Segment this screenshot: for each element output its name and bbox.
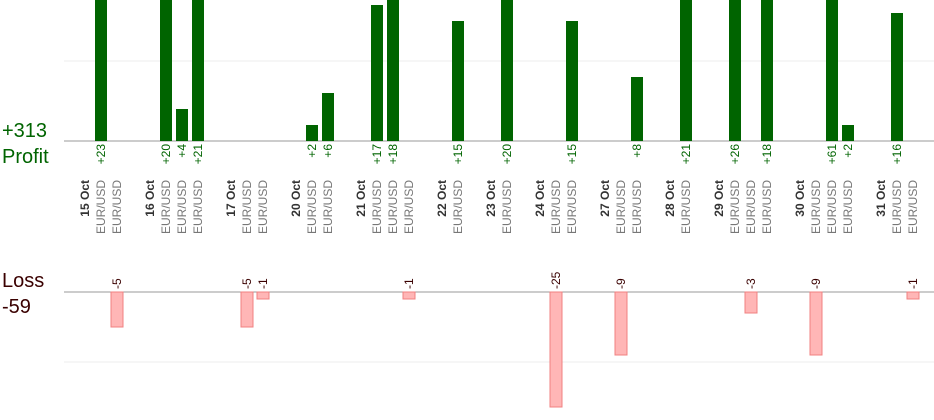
date-label: 21 Oct <box>354 180 368 217</box>
value-label: -5 <box>240 278 254 289</box>
value-label: -1 <box>906 278 920 289</box>
pair-label: EUR/USD <box>175 180 189 234</box>
pair-label: EUR/USD <box>240 180 254 234</box>
loss-bar <box>614 291 628 356</box>
value-label: +21 <box>679 144 693 165</box>
pair-label: EUR/USD <box>809 180 823 234</box>
profit-bar <box>176 109 188 141</box>
value-label: +26 <box>728 144 742 165</box>
profit-bar <box>761 0 773 141</box>
profit-bar <box>160 0 172 141</box>
pair-label: EUR/USD <box>841 180 855 234</box>
loss-bar <box>402 291 416 300</box>
loss-total: -59 <box>2 296 31 318</box>
pair-label: EUR/USD <box>305 180 319 234</box>
profit-bar <box>371 5 383 141</box>
pair-label: EUR/USD <box>191 180 205 234</box>
value-label: +61 <box>825 144 839 165</box>
loss-title: Loss <box>2 270 44 292</box>
date-label: 30 Oct <box>793 180 807 217</box>
profit-title: Profit <box>2 146 49 168</box>
pair-label: EUR/USD <box>565 180 579 234</box>
value-label: +4 <box>175 144 189 158</box>
profit-bar <box>452 21 464 141</box>
pair-label: EUR/USD <box>906 180 920 234</box>
date-label: 27 Oct <box>598 180 612 217</box>
date-label: 22 Oct <box>435 180 449 217</box>
loss-bar <box>240 291 254 328</box>
pair-label: EUR/USD <box>630 180 644 234</box>
value-label: +20 <box>500 144 514 165</box>
profit-bar <box>95 0 107 141</box>
loss-bar <box>906 291 920 300</box>
profit-bar <box>387 0 399 141</box>
value-label: +21 <box>191 144 205 165</box>
value-label: -1 <box>256 278 270 289</box>
value-label: +15 <box>451 144 465 165</box>
pair-label: EUR/USD <box>500 180 514 234</box>
value-label: +16 <box>890 144 904 165</box>
pair-label: EUR/USD <box>159 180 173 234</box>
pair-label: EUR/USD <box>728 180 742 234</box>
date-label: 17 Oct <box>224 180 238 217</box>
pair-label: EUR/USD <box>451 180 465 234</box>
profit-bar <box>826 0 838 141</box>
profit-bar <box>322 93 334 141</box>
profit-bar <box>729 0 741 141</box>
pair-label: EUR/USD <box>760 180 774 234</box>
value-label: +15 <box>565 144 579 165</box>
pair-label: EUR/USD <box>256 180 270 234</box>
value-label: +2 <box>305 144 319 158</box>
date-label: 29 Oct <box>712 180 726 217</box>
profit-bar <box>192 0 204 141</box>
value-label: -25 <box>549 271 563 289</box>
date-label: 20 Oct <box>289 180 303 217</box>
loss-bar <box>256 291 270 300</box>
value-label: -5 <box>110 278 124 289</box>
pair-label: EUR/USD <box>386 180 400 234</box>
profit-bar <box>631 77 643 141</box>
date-label: 28 Oct <box>663 180 677 217</box>
loss-bar <box>809 291 823 356</box>
value-label: +17 <box>370 144 384 165</box>
value-label: -9 <box>809 278 823 289</box>
date-label: 16 Oct <box>143 180 157 217</box>
pair-label: EUR/USD <box>744 180 758 234</box>
profit-bar <box>680 0 692 141</box>
profit-bar <box>566 21 578 141</box>
pair-label: EUR/USD <box>402 180 416 234</box>
date-label: 31 Oct <box>874 180 888 217</box>
pair-label: EUR/USD <box>679 180 693 234</box>
date-label: 15 Oct <box>78 180 92 217</box>
value-label: -3 <box>744 278 758 289</box>
pair-label: EUR/USD <box>614 180 628 234</box>
date-label: 23 Oct <box>484 180 498 217</box>
loss-bar <box>549 291 563 408</box>
loss-bar <box>110 291 124 328</box>
value-label: +6 <box>321 144 335 158</box>
date-label: 24 Oct <box>533 180 547 217</box>
pair-label: EUR/USD <box>549 180 563 234</box>
value-label: +18 <box>760 144 774 165</box>
pair-label: EUR/USD <box>370 180 384 234</box>
value-label: +2 <box>841 144 855 158</box>
profit-bar <box>891 13 903 141</box>
value-label: +8 <box>630 144 644 158</box>
pair-label: EUR/USD <box>825 180 839 234</box>
profit-bar <box>842 125 854 141</box>
value-label: +20 <box>159 144 173 165</box>
value-label: +23 <box>94 144 108 165</box>
pair-label: EUR/USD <box>890 180 904 234</box>
pair-label: EUR/USD <box>110 180 124 234</box>
loss-bar <box>744 291 758 314</box>
profit-bar <box>306 125 318 141</box>
value-label: +18 <box>386 144 400 165</box>
value-label: -1 <box>402 278 416 289</box>
pair-label: EUR/USD <box>94 180 108 234</box>
value-label: -9 <box>614 278 628 289</box>
profit-total: +313 <box>2 120 47 142</box>
profit-bar <box>501 0 513 141</box>
pair-label: EUR/USD <box>321 180 335 234</box>
